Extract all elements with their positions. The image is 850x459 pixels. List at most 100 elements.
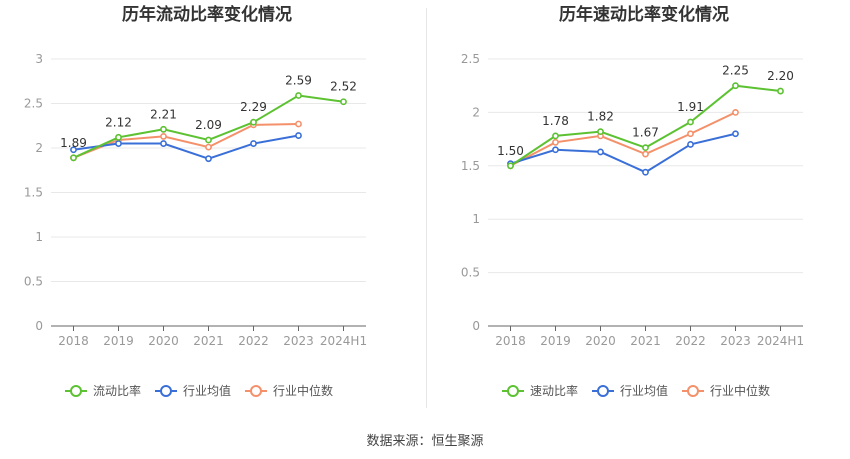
data-label: 1.91 bbox=[677, 100, 704, 114]
data-label: 1.67 bbox=[632, 126, 659, 140]
data-point bbox=[160, 133, 167, 140]
chart-1: 历年流动比率变化情况 0 0.5 1 1.5 2 2.5 3 2018 2019 2020 2021 2… bbox=[24, 4, 367, 398]
data-point bbox=[160, 140, 167, 147]
data-point bbox=[295, 120, 302, 128]
legend-item: 行业中位数 bbox=[682, 383, 770, 398]
x-tick-label: 2019 bbox=[540, 334, 571, 348]
legend-swatch-marker bbox=[70, 385, 82, 397]
data-label: 2.09 bbox=[195, 118, 222, 132]
data-point bbox=[205, 136, 212, 144]
data-label: 1.50 bbox=[497, 144, 524, 158]
x-tick-label: 2021 bbox=[630, 334, 661, 348]
data-point bbox=[732, 82, 739, 90]
data-point bbox=[687, 130, 694, 138]
y-tick-label: 3 bbox=[35, 52, 43, 66]
series-line bbox=[73, 122, 299, 159]
x-tick-label: 2020 bbox=[148, 334, 179, 348]
data-point bbox=[160, 125, 167, 133]
data-point bbox=[552, 138, 559, 146]
x-tick-label: 2022 bbox=[238, 334, 269, 348]
x-tick-label: 2023 bbox=[283, 334, 314, 348]
chart-2: 历年速动比率变化情况 0 0.5 1 1.5 2 2.5 2018 2019 2020 2021 20… bbox=[461, 4, 804, 398]
data-label: 1.82 bbox=[587, 110, 614, 124]
data-point bbox=[70, 146, 77, 154]
data-point bbox=[507, 162, 514, 170]
data-point bbox=[687, 118, 694, 126]
legend-item: 行业中位数 bbox=[245, 383, 333, 398]
data-point bbox=[340, 98, 347, 106]
data-point bbox=[250, 140, 257, 147]
data-label: 2.52 bbox=[330, 80, 357, 94]
x-tick-label: 2018 bbox=[495, 334, 526, 348]
legend-swatch-marker bbox=[597, 385, 609, 397]
data-point bbox=[205, 155, 212, 163]
y-tick-label: 1.5 bbox=[24, 186, 43, 200]
series-line bbox=[510, 111, 736, 167]
data-label: 2.21 bbox=[150, 107, 177, 121]
series-line bbox=[73, 134, 299, 160]
data-point bbox=[642, 150, 649, 158]
data-point bbox=[687, 141, 694, 148]
x-tick-label: 2024H1 bbox=[757, 334, 804, 348]
data-label: 2.29 bbox=[240, 100, 267, 114]
y-tick-label: 2 bbox=[472, 105, 480, 119]
legend-label: 行业均值 bbox=[183, 383, 231, 398]
data-point bbox=[642, 144, 649, 152]
y-tick-label: 1.5 bbox=[461, 159, 480, 173]
chart-divider bbox=[426, 8, 427, 408]
data-label: 2.20 bbox=[767, 69, 794, 83]
data-label: 1.89 bbox=[60, 136, 87, 150]
legend-item: 速动比率 bbox=[502, 383, 578, 398]
x-tick-label: 2019 bbox=[103, 334, 134, 348]
x-tick-label: 2024H1 bbox=[320, 334, 367, 348]
y-tick-label: 1 bbox=[472, 212, 480, 226]
data-point bbox=[732, 109, 739, 116]
data-point bbox=[777, 87, 784, 95]
data-point bbox=[597, 148, 604, 156]
chart-title: 历年流动比率变化情况 bbox=[122, 4, 292, 25]
legend-swatch-marker bbox=[250, 385, 262, 397]
legend-swatch-marker bbox=[507, 385, 519, 397]
data-point bbox=[552, 132, 559, 140]
x-tick-label: 2020 bbox=[585, 334, 616, 348]
legend-item: 流动比率 bbox=[65, 383, 141, 398]
x-tick-label: 2021 bbox=[193, 334, 224, 348]
data-point bbox=[205, 143, 212, 151]
data-label: 2.25 bbox=[722, 64, 749, 78]
x-tick-label: 2023 bbox=[720, 334, 751, 348]
data-point bbox=[115, 140, 122, 147]
legend-label: 行业均值 bbox=[620, 383, 668, 398]
data-point bbox=[597, 128, 604, 136]
legend-item: 行业均值 bbox=[592, 383, 668, 398]
legend-item: 行业均值 bbox=[155, 383, 231, 398]
legend-swatch-marker bbox=[160, 385, 172, 397]
data-point bbox=[295, 132, 302, 139]
y-tick-label: 2 bbox=[35, 141, 43, 155]
x-tick-label: 2018 bbox=[58, 334, 89, 348]
series-line bbox=[510, 132, 736, 174]
data-label: 2.12 bbox=[105, 115, 132, 129]
legend-label: 行业中位数 bbox=[273, 383, 333, 398]
y-tick-label: 0 bbox=[472, 319, 480, 333]
legend-label: 行业中位数 bbox=[710, 383, 770, 398]
y-tick-label: 0.5 bbox=[24, 275, 43, 289]
data-source-label: 数据来源：恒生聚源 bbox=[366, 434, 484, 449]
y-tick-label: 1 bbox=[35, 230, 43, 244]
y-tick-label: 0.5 bbox=[461, 266, 480, 280]
data-point bbox=[642, 168, 649, 176]
legend-swatch-marker bbox=[687, 385, 699, 397]
y-tick-label: 2.5 bbox=[461, 52, 480, 66]
x-tick-label: 2022 bbox=[675, 334, 706, 348]
data-label: 2.59 bbox=[285, 73, 312, 87]
data-point bbox=[552, 146, 559, 154]
legend-label: 流动比率 bbox=[93, 383, 141, 398]
data-point bbox=[732, 130, 739, 138]
chart-title: 历年速动比率变化情况 bbox=[559, 4, 729, 25]
legend-label: 速动比率 bbox=[530, 383, 578, 398]
data-point bbox=[250, 118, 257, 126]
y-tick-label: 2.5 bbox=[24, 97, 43, 111]
data-label: 1.78 bbox=[542, 114, 569, 128]
data-point bbox=[115, 133, 122, 141]
y-tick-label: 0 bbox=[35, 319, 43, 333]
